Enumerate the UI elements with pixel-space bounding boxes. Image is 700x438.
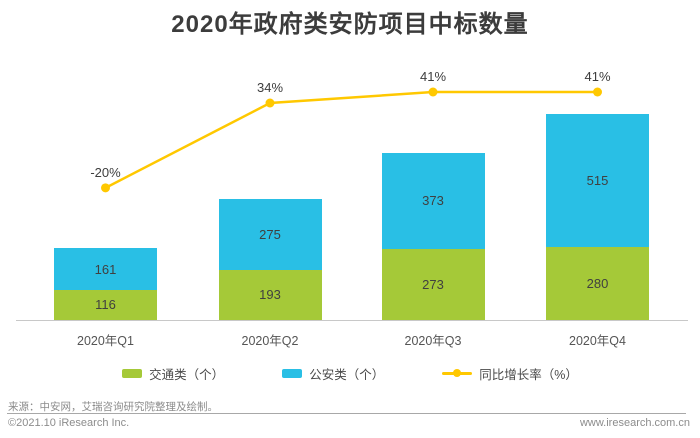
bar-value-label: 373 xyxy=(422,193,444,209)
bar-segment-police: 515 xyxy=(546,113,649,248)
x-axis-tick-label: 2020年Q1 xyxy=(77,334,134,348)
footer-source-note: 来源：中安网，艾瑞咨询研究院整理及绘制。 xyxy=(8,401,218,413)
x-axis-tick-label: 2020年Q2 xyxy=(241,334,299,348)
legend-item-growth: 同比增长率（%） xyxy=(442,364,578,383)
legend-label-police: 公安类（个） xyxy=(309,367,385,382)
footer-website: www.iresearch.com.cn xyxy=(579,417,690,429)
x-axis-line xyxy=(16,320,688,321)
growth-line-icon xyxy=(442,368,473,378)
growth-point-label: 34% xyxy=(257,80,283,95)
growth-point-label: 41% xyxy=(584,69,610,84)
bar-value-label: 273 xyxy=(422,277,444,293)
legend-label-traffic: 交通类（个） xyxy=(149,367,225,382)
traffic-swatch-icon xyxy=(122,368,143,378)
bar-value-label: 193 xyxy=(259,287,281,303)
legend: 交通类（个） 公安类（个） 同比增长率（%） xyxy=(0,362,700,384)
bar-segment-traffic: 116 xyxy=(54,289,157,320)
growth-point-label: 41% xyxy=(420,69,446,84)
bar-segment-traffic: 280 xyxy=(546,247,649,320)
footer-copyright: ©2021.10 iResearch Inc. xyxy=(8,417,130,429)
growth-point xyxy=(265,98,275,108)
bar-value-label: 515 xyxy=(586,173,609,189)
legend-item-police: 公安类（个） xyxy=(282,364,384,383)
growth-point xyxy=(428,87,438,97)
growth-line-dot xyxy=(453,369,462,377)
footer-divider xyxy=(7,413,686,414)
bar-value-label: 116 xyxy=(95,297,116,313)
bar-value-label: 275 xyxy=(259,226,281,242)
bar-segment-traffic: 193 xyxy=(218,269,322,320)
growth-point xyxy=(101,183,110,193)
growth-point xyxy=(593,87,602,97)
bar-value-label: 280 xyxy=(586,276,609,292)
x-axis-tick-label: 2020年Q3 xyxy=(404,334,462,348)
x-axis-tick-label: 2020年Q4 xyxy=(569,334,626,348)
legend-item-traffic: 交通类（个） xyxy=(122,364,224,383)
bar-segment-traffic: 273 xyxy=(381,249,485,320)
growth-point-label: -20% xyxy=(90,165,121,180)
growth-line xyxy=(104,90,598,189)
legend-label-growth: 同比增长率（%） xyxy=(479,367,578,382)
plot-area: 116 161 193 275 273 373 280 515 -20% 34% 41% 41% 2… xyxy=(16,69,688,348)
bar-segment-police: 275 xyxy=(218,198,322,270)
bar-value-label: 161 xyxy=(94,261,117,277)
police-swatch-icon xyxy=(282,368,303,378)
chart-title: 2020年政府类安防项目中标数量 xyxy=(171,11,529,38)
bar-segment-police: 161 xyxy=(54,248,157,290)
bar-segment-police: 373 xyxy=(381,152,485,250)
